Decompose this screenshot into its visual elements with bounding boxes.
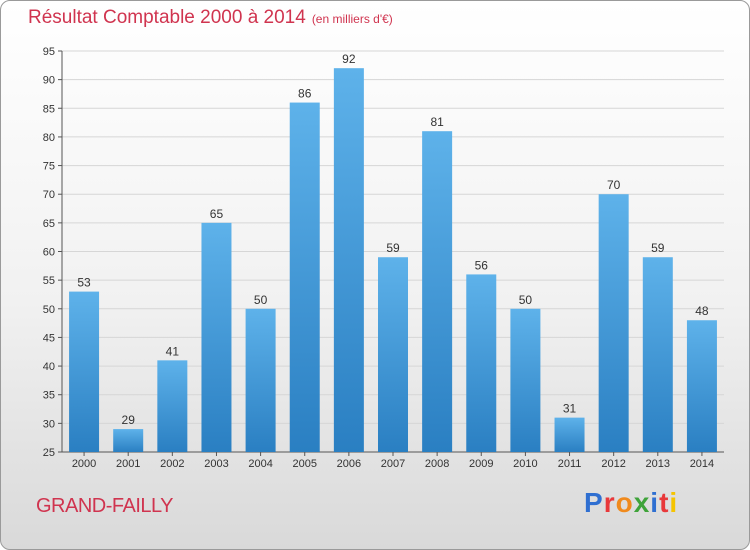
x-tick-label-2000: 2000 — [72, 458, 96, 470]
y-tick-label: 70 — [43, 189, 55, 201]
y-tick-label: 80 — [43, 132, 55, 144]
x-tick-label-2005: 2005 — [292, 458, 316, 470]
y-tick-label: 40 — [43, 361, 55, 373]
x-tick-label-2014: 2014 — [690, 458, 714, 470]
data-label-2009: 56 — [475, 258, 489, 272]
logo-letter: r — [603, 487, 616, 518]
y-tick-label: 95 — [43, 46, 55, 58]
data-label-2001: 29 — [122, 413, 136, 427]
bar-2013 — [642, 257, 673, 452]
y-tick-label: 35 — [43, 390, 55, 402]
bar-2012 — [598, 194, 629, 452]
bar-2005 — [289, 102, 320, 453]
x-tick-label-2007: 2007 — [381, 458, 405, 470]
data-label-2014: 48 — [695, 304, 709, 318]
logo-letter: t — [659, 487, 670, 518]
logo-letter: i — [650, 487, 660, 518]
data-label-2013: 59 — [651, 241, 665, 255]
proxiti-logo: Proxiti — [584, 487, 678, 519]
bar-2007 — [378, 257, 408, 452]
bar-2004 — [245, 308, 276, 452]
x-tick-label-2003: 2003 — [204, 458, 228, 470]
bar-2001 — [113, 429, 144, 452]
logo-letter: x — [633, 487, 651, 518]
bar-2011 — [554, 417, 585, 452]
y-tick-label: 45 — [43, 332, 55, 344]
data-label-2007: 59 — [386, 241, 400, 255]
bar-2006 — [333, 68, 364, 452]
y-tick-label: 30 — [43, 418, 55, 430]
title-unit: (en milliers d'€) — [311, 12, 393, 26]
x-tick-label-2006: 2006 — [337, 458, 361, 470]
x-tick-label-2002: 2002 — [160, 458, 184, 470]
y-tick-label: 60 — [43, 247, 55, 259]
data-label-2000: 53 — [77, 276, 91, 290]
y-tick-label: 50 — [43, 304, 55, 316]
x-tick-label-2010: 2010 — [513, 458, 537, 470]
y-tick-label: 65 — [43, 218, 55, 230]
data-label-2011: 31 — [563, 402, 577, 416]
y-tick-label: 75 — [43, 161, 55, 173]
data-label-2002: 41 — [166, 344, 180, 358]
commune-name: GRAND-FAILLY — [36, 495, 174, 517]
data-label-2012: 70 — [607, 178, 621, 192]
bar-2003 — [201, 222, 232, 452]
x-tick-label-2004: 2004 — [248, 458, 272, 470]
y-tick-label: 25 — [43, 447, 55, 459]
x-tick-label-2012: 2012 — [601, 458, 625, 470]
logo-letter: i — [669, 487, 679, 518]
x-tick-label-2001: 2001 — [116, 458, 140, 470]
bar-2014 — [686, 320, 717, 452]
x-tick-label-2011: 2011 — [558, 458, 582, 470]
data-label-2008: 81 — [430, 115, 444, 129]
bar-2009 — [466, 274, 497, 452]
bar-2000 — [69, 291, 100, 452]
x-tick-label-2013: 2013 — [646, 458, 670, 470]
data-label-2006: 92 — [342, 52, 356, 66]
x-tick-label-2009: 2009 — [469, 458, 493, 470]
logo-letter: o — [615, 487, 634, 518]
chart-title: Résultat Comptable 2000 à 2014 (en millie… — [28, 7, 393, 29]
data-label-2004: 50 — [254, 293, 268, 307]
title-main: Résultat Comptable 2000 à 2014 — [28, 7, 306, 28]
bar-2002 — [157, 360, 188, 452]
bar-2010 — [510, 308, 541, 452]
data-label-2003: 65 — [210, 207, 224, 221]
data-label-2005: 86 — [298, 87, 312, 101]
y-tick-label: 90 — [43, 75, 55, 87]
data-label-2010: 50 — [519, 293, 533, 307]
bar-2008 — [422, 131, 453, 452]
y-tick-label: 85 — [43, 103, 55, 115]
x-tick-label-2008: 2008 — [425, 458, 449, 470]
logo-letter: P — [584, 487, 604, 518]
y-tick-label: 55 — [43, 275, 55, 287]
